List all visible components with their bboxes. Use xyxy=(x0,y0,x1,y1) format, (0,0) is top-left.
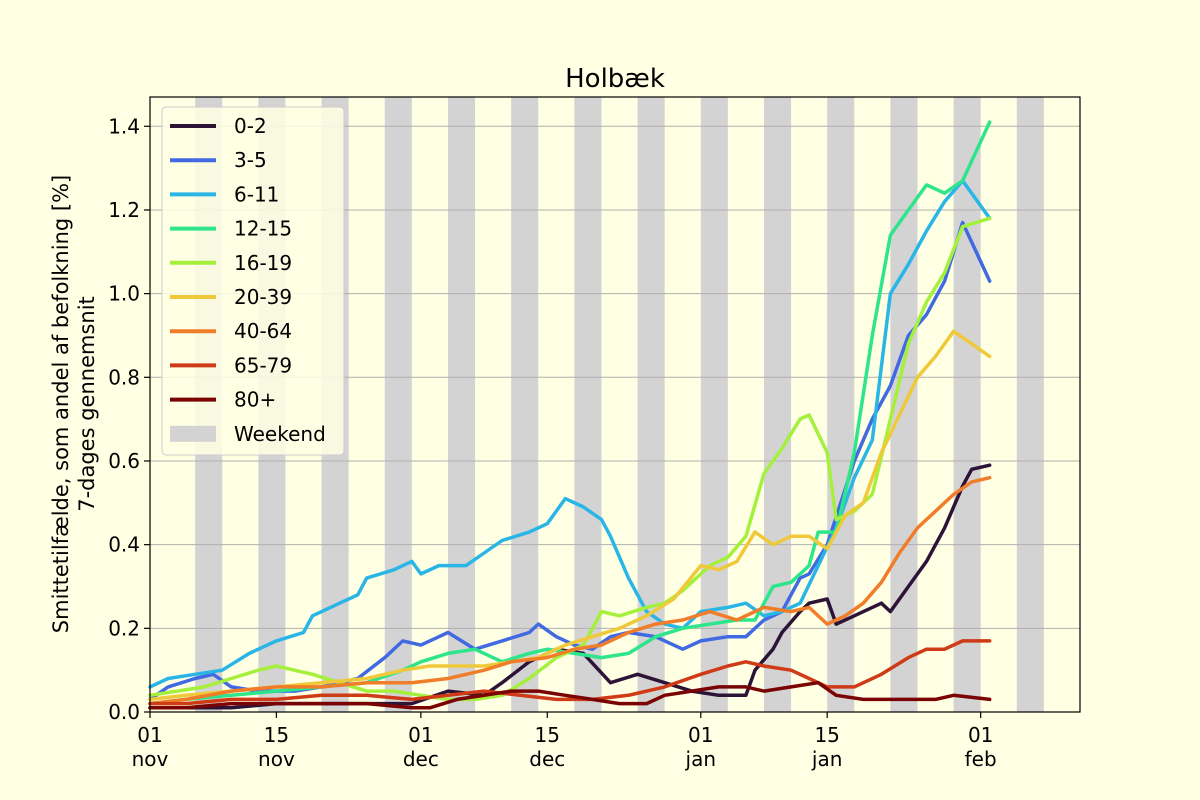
series-line-20-39 xyxy=(148,329,992,702)
x-tick-label-day: 01 xyxy=(688,723,713,747)
y-axis-label-line-1: Smittetilfælde, som andel af befolkning … xyxy=(49,175,73,633)
axes-frame xyxy=(149,96,1081,713)
x-tick-label-month: dec xyxy=(403,747,439,771)
weekend-band xyxy=(700,97,728,712)
x-tick-label-month: nov xyxy=(132,747,169,771)
y-tick-label: 0.6 xyxy=(108,449,140,473)
weekend-band xyxy=(574,97,602,712)
legend-label: 80+ xyxy=(234,388,276,412)
y-tick-label: 1.2 xyxy=(108,198,140,222)
x-tick-label-day: 01 xyxy=(137,723,162,747)
x-tick-label-day: 15 xyxy=(264,723,289,747)
legend-label: 16-19 xyxy=(234,251,292,275)
legend-swatch xyxy=(170,425,216,442)
x-tick-label-month: nov xyxy=(258,747,295,771)
y-tick-label: 1.0 xyxy=(108,282,140,306)
legend-label: 40-64 xyxy=(234,319,292,343)
chart-title: Holbæk xyxy=(565,64,665,94)
series-line-65-79 xyxy=(148,639,992,706)
legend: 0-2 3-5 6-11 12-15 16-19 20-39 40-64 65-79 80+ We… xyxy=(161,106,345,456)
series-line-12-15 xyxy=(148,120,992,706)
x-tick-label-month: jan xyxy=(811,747,843,771)
x-tick-label-day: 15 xyxy=(535,723,560,747)
series-line-80+ xyxy=(148,680,992,710)
y-tick-label: 0.2 xyxy=(108,616,140,640)
y-tick-label: 0.0 xyxy=(108,700,140,724)
y-tick-label: 0.4 xyxy=(108,533,140,557)
x-tick-label-day: 15 xyxy=(814,723,839,747)
x-tick-label-month: dec xyxy=(529,747,565,771)
legend-label: 12-15 xyxy=(234,217,292,241)
x-tick-label-month: jan xyxy=(685,747,717,771)
series-line-0-2 xyxy=(148,463,992,710)
y-tick-label: 0.8 xyxy=(108,365,140,389)
series-line-6-11 xyxy=(148,178,992,689)
series-line-40-64 xyxy=(148,475,992,706)
weekend-band xyxy=(1016,97,1044,712)
legend-label: 6-11 xyxy=(234,182,279,206)
x-tick-label-day: 01 xyxy=(408,723,433,747)
legend-label: 65-79 xyxy=(234,353,292,377)
legend-label: 3-5 xyxy=(234,148,267,172)
x-tick-label-month: feb xyxy=(965,747,997,771)
legend-label: 20-39 xyxy=(234,285,292,309)
legend-label: Weekend xyxy=(234,422,326,446)
weekend-band xyxy=(384,97,412,712)
x-tick-label-day: 01 xyxy=(968,723,993,747)
weekend-band xyxy=(511,97,539,712)
y-axis-label-line-2: 7-dages gennemsnit xyxy=(75,296,99,512)
legend-label: 0-2 xyxy=(234,114,267,138)
weekend-band xyxy=(447,97,476,712)
y-tick-label: 1.4 xyxy=(108,114,140,138)
